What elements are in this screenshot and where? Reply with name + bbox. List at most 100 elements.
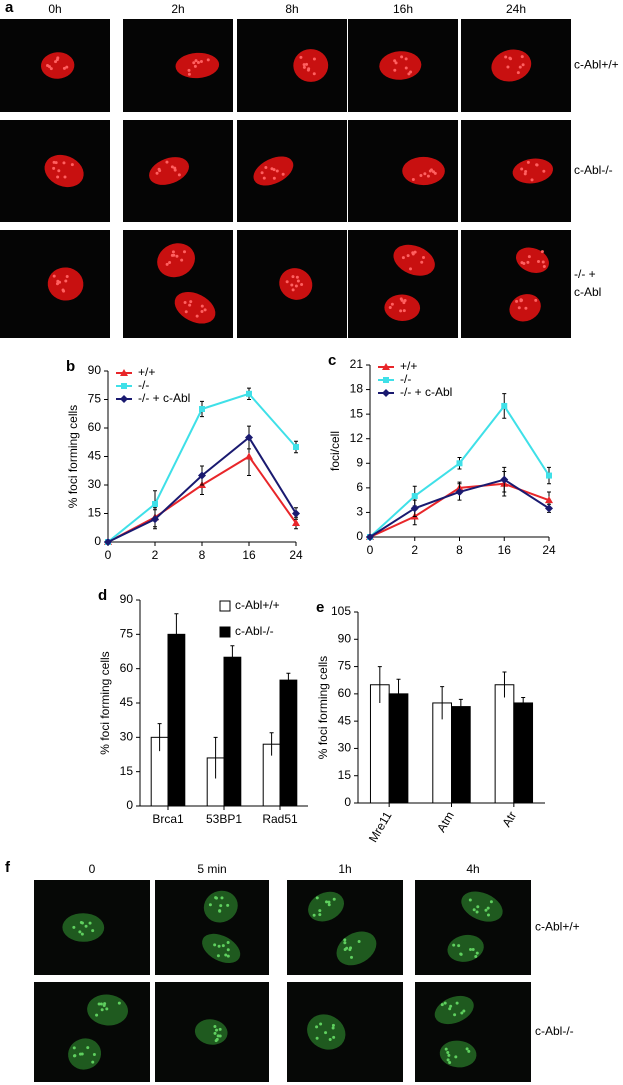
bar — [494, 684, 515, 804]
point — [245, 433, 253, 442]
focus — [489, 900, 493, 904]
panel-label: f — [5, 859, 11, 876]
focus — [516, 71, 520, 75]
bar — [388, 693, 409, 804]
nucleus — [174, 291, 216, 324]
focus — [423, 172, 427, 176]
focus — [86, 1046, 90, 1050]
focus — [177, 173, 181, 177]
legend-label: c-Abl-/- — [235, 624, 274, 638]
focus — [403, 299, 407, 303]
micrograph — [415, 982, 531, 1082]
focus — [541, 260, 545, 264]
focus — [506, 65, 510, 69]
focus — [196, 60, 200, 64]
point — [198, 471, 206, 480]
focus — [452, 943, 456, 947]
focus — [302, 63, 306, 67]
row-label: c-Abl+/+ — [574, 58, 619, 72]
focus — [218, 909, 222, 913]
nucleus — [47, 267, 84, 301]
focus — [88, 921, 92, 925]
focus — [275, 169, 279, 173]
focus — [302, 65, 306, 69]
y-tick-label: 0 — [126, 798, 133, 812]
y-axis-label: % foci forming cells — [98, 651, 112, 754]
focus — [535, 163, 539, 167]
focus — [155, 171, 159, 175]
error-bar — [174, 613, 179, 655]
focus — [72, 1054, 76, 1058]
focus — [158, 169, 162, 173]
column-label: 5 min — [197, 862, 226, 876]
focus — [327, 903, 331, 907]
focus — [520, 167, 524, 171]
focus — [72, 1046, 76, 1050]
y-tick-label: 90 — [88, 363, 102, 377]
focus — [272, 176, 276, 180]
row-label: -/- + — [574, 267, 596, 281]
focus — [218, 1034, 222, 1038]
x-tick-label: 24 — [542, 543, 556, 557]
focus — [215, 1028, 219, 1032]
y-tick-label: 12 — [350, 431, 364, 445]
y-tick-label: 60 — [88, 420, 102, 434]
focus — [55, 282, 59, 286]
point — [545, 496, 553, 504]
point — [293, 444, 299, 450]
nucleus — [62, 913, 105, 942]
focus — [64, 279, 68, 283]
focus — [100, 1008, 104, 1012]
focus — [393, 68, 397, 72]
focus — [307, 67, 311, 71]
focus — [294, 284, 298, 288]
focus — [343, 938, 347, 942]
focus — [170, 165, 174, 169]
focus — [218, 1027, 222, 1031]
focus — [349, 946, 353, 950]
focus — [49, 67, 53, 71]
focus — [183, 301, 187, 305]
focus — [80, 1052, 84, 1056]
focus — [399, 309, 403, 313]
focus — [305, 62, 309, 66]
y-tick-label: 9 — [356, 455, 363, 469]
focus — [350, 955, 354, 959]
focus — [188, 303, 192, 307]
point — [104, 538, 112, 546]
focus — [184, 310, 188, 314]
panel-label: b — [66, 358, 75, 375]
focus — [165, 262, 169, 266]
focus — [187, 68, 191, 72]
focus — [388, 306, 392, 310]
focus — [518, 65, 522, 69]
focus — [295, 275, 299, 279]
focus — [171, 250, 175, 254]
focus — [472, 908, 476, 912]
column-label: 1h — [338, 862, 351, 876]
focus — [419, 174, 423, 178]
focus — [523, 172, 527, 176]
focus — [411, 252, 415, 256]
focus — [47, 65, 51, 69]
y-tick-label: 15 — [338, 768, 352, 782]
focus — [55, 58, 59, 62]
focus — [411, 178, 415, 182]
focus — [409, 70, 413, 74]
focus — [175, 254, 179, 258]
focus — [527, 255, 531, 259]
row-label: c-Abl — [574, 285, 601, 299]
focus — [296, 279, 300, 283]
micrograph — [461, 230, 571, 338]
focus — [182, 250, 186, 254]
focus — [475, 951, 479, 955]
error-bar — [396, 678, 401, 709]
focus — [203, 308, 207, 312]
focus — [91, 1060, 95, 1064]
focus — [453, 1013, 457, 1017]
focus — [394, 61, 398, 65]
focus — [214, 896, 218, 900]
focus — [399, 297, 403, 301]
focus — [208, 903, 212, 907]
